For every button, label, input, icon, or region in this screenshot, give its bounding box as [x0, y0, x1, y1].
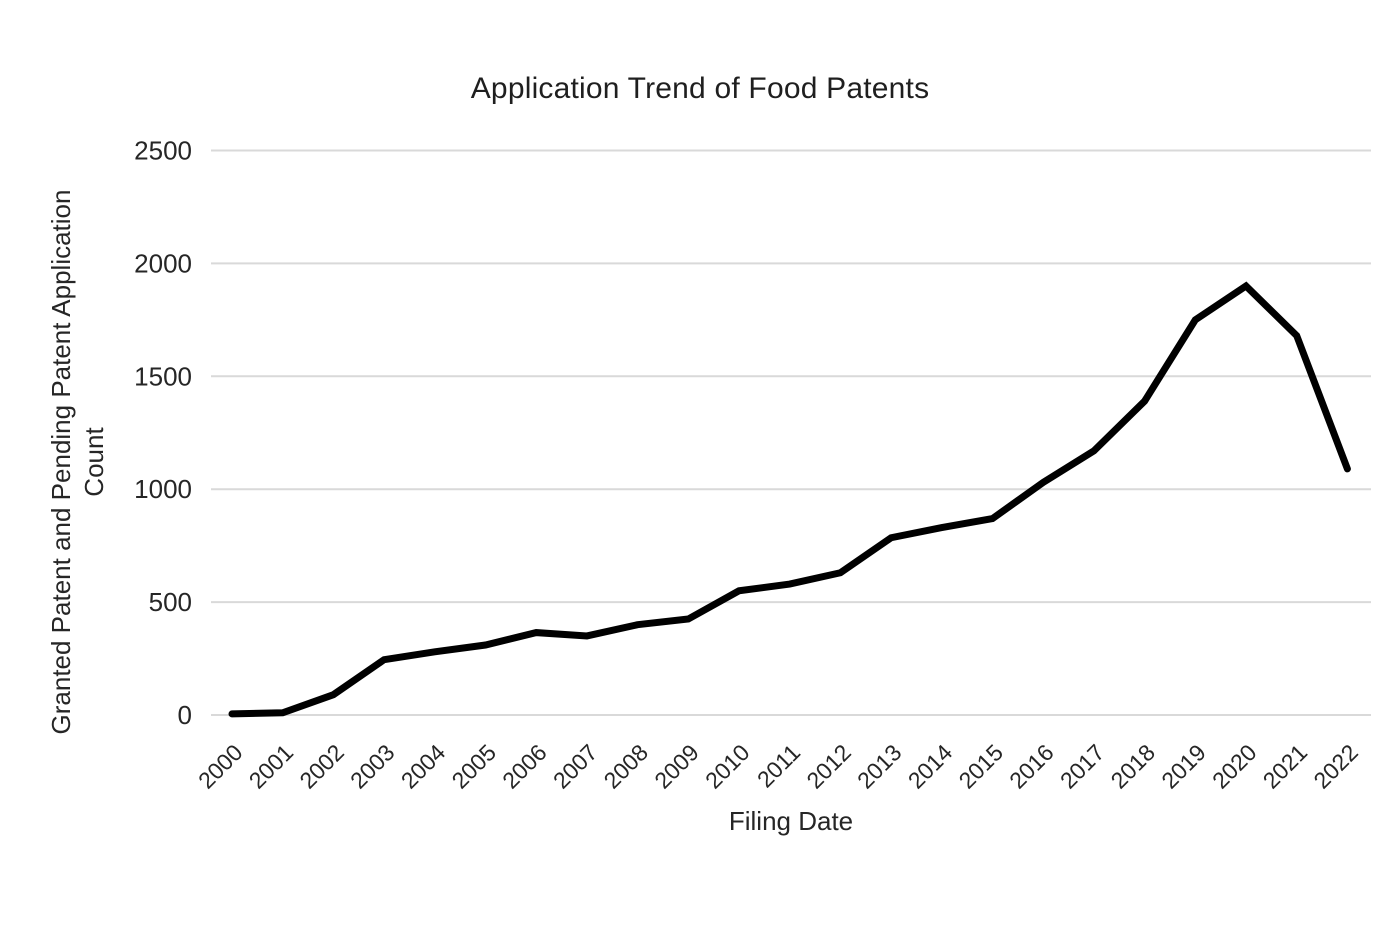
x-tick-label: 2007 — [548, 739, 603, 794]
x-tick-label: 2019 — [1156, 739, 1211, 794]
x-tick-label: 2021 — [1258, 739, 1313, 794]
x-tick-label: 2017 — [1055, 739, 1110, 794]
x-tick-label: 2010 — [700, 739, 755, 794]
y-tick-label: 0 — [178, 700, 192, 730]
x-tick-label: 2020 — [1207, 739, 1262, 794]
x-tick-label: 2018 — [1106, 739, 1161, 794]
x-tick-label: 2006 — [497, 739, 552, 794]
x-tick-label: 2004 — [396, 739, 451, 794]
x-tick-label: 2001 — [244, 739, 299, 794]
x-tick-label: 2000 — [193, 739, 248, 794]
x-tick-label: 2011 — [752, 739, 805, 792]
y-tick-label: 2000 — [134, 248, 192, 278]
x-tick-label: 2016 — [1004, 739, 1059, 794]
x-tick-label: 2009 — [649, 739, 704, 794]
x-tick-label: 2008 — [599, 739, 654, 794]
x-axis-title: Filing Date — [728, 806, 854, 836]
x-tick-label: 2022 — [1308, 739, 1363, 794]
x-tick-label: 2014 — [903, 739, 958, 794]
x-tick-label: 2002 — [294, 739, 349, 794]
x-tick-label: 2015 — [953, 739, 1008, 794]
y-tick-label: 1500 — [134, 361, 192, 391]
chart-title: Application Trend of Food Patents — [470, 72, 930, 105]
y-tick-label: 2500 — [134, 136, 192, 166]
x-tick-label: 2013 — [852, 739, 907, 794]
x-tick-label: 2005 — [446, 739, 501, 794]
x-tick-label: 2003 — [345, 739, 400, 794]
y-tick-label: 500 — [149, 587, 192, 617]
y-tick-label: 1000 — [134, 474, 192, 504]
data-series-line — [228, 281, 1351, 718]
x-tick-label: 2012 — [801, 739, 856, 794]
